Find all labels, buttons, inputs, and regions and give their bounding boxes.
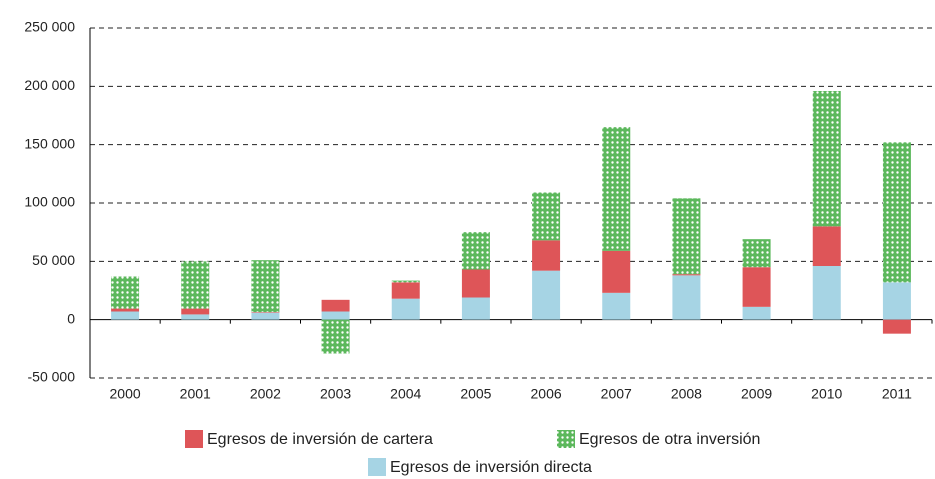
bar-segment xyxy=(391,298,420,320)
bar-segment xyxy=(742,239,771,268)
bar-segment xyxy=(251,312,280,320)
bar-segment xyxy=(602,250,631,293)
x-tick-label: 2008 xyxy=(671,386,702,402)
bar-segment xyxy=(672,275,701,320)
y-tick-label: -50 000 xyxy=(28,369,76,385)
bar-segment xyxy=(321,319,350,354)
bar-segment xyxy=(882,282,911,320)
x-tick-label: 2010 xyxy=(811,386,842,402)
bar-segment xyxy=(532,240,561,271)
legend-swatch xyxy=(185,430,203,448)
bar-segment xyxy=(391,280,420,283)
bar-segment xyxy=(742,267,771,307)
bar-segment xyxy=(812,226,841,266)
bar-segment xyxy=(672,274,701,276)
legend-label: Egresos de inversión directa xyxy=(390,459,592,476)
bar-segment xyxy=(602,292,631,320)
bar-segment xyxy=(532,270,561,320)
bar-segment xyxy=(742,306,771,320)
bar-segment xyxy=(882,319,911,334)
y-tick-label: 150 000 xyxy=(24,135,75,151)
bar-segment xyxy=(321,311,350,320)
x-tick-label: 2007 xyxy=(601,386,632,402)
y-tick-label: 200 000 xyxy=(24,77,75,93)
legend-swatch xyxy=(368,458,386,476)
bar-segment xyxy=(111,311,140,320)
x-tick-label: 2011 xyxy=(882,386,912,402)
bar-segment xyxy=(882,142,911,283)
bar-segment xyxy=(812,266,841,320)
x-tick-label: 2004 xyxy=(390,386,421,402)
legend-label: Egresos de otra inversión xyxy=(579,431,760,448)
x-tick-label: 2001 xyxy=(180,386,211,402)
y-tick-label: 250 000 xyxy=(24,19,75,35)
bar-segment xyxy=(391,282,420,299)
x-tick-label: 2000 xyxy=(110,386,141,402)
bar-segment xyxy=(461,269,490,298)
bar-segment xyxy=(181,308,210,315)
bar-segment xyxy=(111,308,140,312)
y-tick-label: 50 000 xyxy=(32,252,75,268)
bar-segment xyxy=(602,127,631,251)
bar-segment xyxy=(812,91,841,227)
bar-segment xyxy=(251,260,280,313)
bar-segment xyxy=(111,276,140,309)
x-tick-label: 2003 xyxy=(320,386,351,402)
y-tick-label: 100 000 xyxy=(24,194,75,210)
bar-segment xyxy=(181,314,210,320)
x-tick-label: 2002 xyxy=(250,386,281,402)
bar-segment xyxy=(181,261,210,309)
y-tick-label: 0 xyxy=(67,310,75,326)
x-tick-label: 2009 xyxy=(741,386,772,402)
legend: Egresos de inversión de cartera Egresos d… xyxy=(185,430,760,476)
legend-label: Egresos de inversión de cartera xyxy=(207,431,433,448)
bar-segment xyxy=(461,232,490,270)
bar-segment xyxy=(532,192,561,241)
legend-swatch xyxy=(557,430,575,448)
bar-segment xyxy=(672,198,701,275)
bar-segment xyxy=(461,297,490,320)
bar-segment xyxy=(251,312,280,313)
bar-segment xyxy=(321,299,350,312)
x-tick-label: 2005 xyxy=(460,386,491,402)
x-tick-label: 2006 xyxy=(531,386,562,402)
